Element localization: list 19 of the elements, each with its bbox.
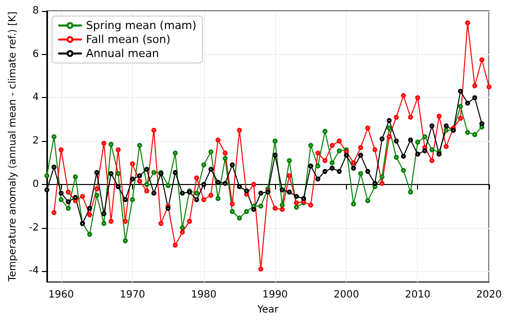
- y-tick-label: 0: [32, 178, 39, 190]
- x-tick-label: 2010: [404, 290, 430, 300]
- y-tick-label: 2: [32, 136, 39, 147]
- legend-label: Annual mean: [86, 47, 159, 60]
- y-tick-label: 6: [32, 48, 39, 60]
- y-tick-label: 8: [32, 6, 39, 16]
- x-tick-label: 1980: [191, 290, 216, 300]
- x-axis-title: Year: [256, 304, 280, 316]
- legend-label: Spring mean (mam): [86, 19, 196, 32]
- legend-label: Fall mean (son): [86, 33, 170, 46]
- x-tick-label: 2020: [476, 290, 502, 300]
- x-tick-label: 2000: [334, 290, 360, 300]
- x-tick-label: 1990: [262, 290, 288, 300]
- y-tick-label: 4: [32, 92, 39, 104]
- y-tick-label: -4: [28, 266, 39, 277]
- x-tick-label: 1960: [48, 290, 74, 300]
- y-tick-label: -2: [28, 222, 39, 234]
- x-tick-label: 1970: [120, 290, 146, 300]
- y-axis-title: Temperature anomaly (annual mean - climate ref.) [K]: [8, 11, 18, 282]
